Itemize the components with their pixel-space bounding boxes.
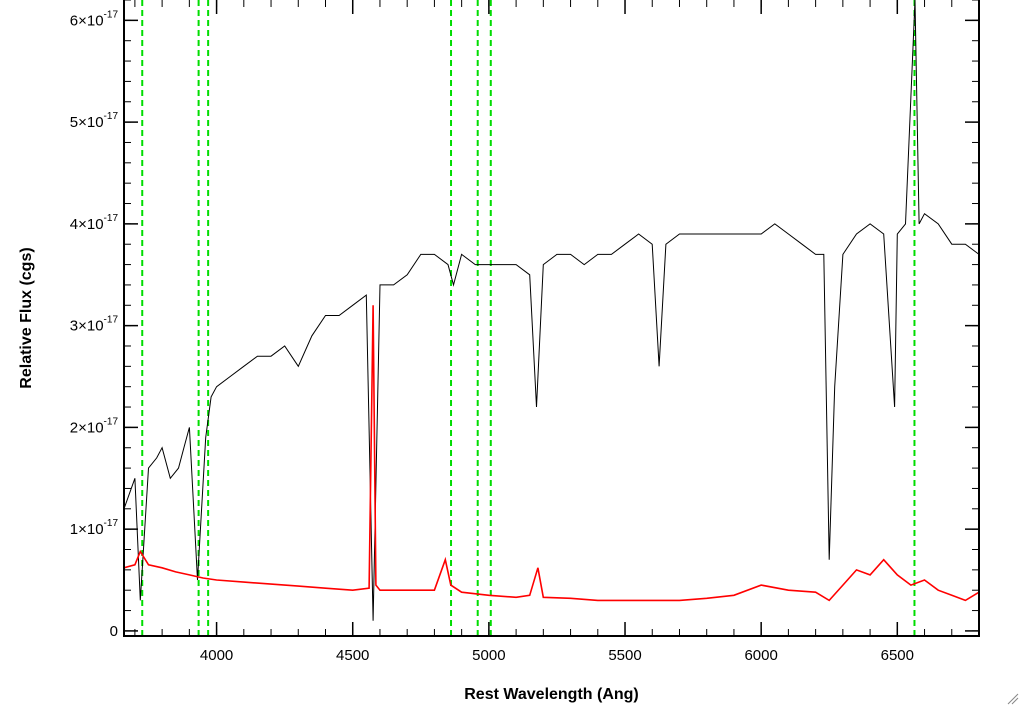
x-tick-label-0: 4000: [200, 647, 233, 664]
series-layer: [123, 0, 980, 621]
x-axis: 4000 4500 5000 5500 6000 6500: [134, 0, 980, 664]
series-line-0: [123, 0, 980, 621]
y-axis-label: Relative Flux (cgs): [18, 247, 35, 388]
y-tick-label-0: 0: [110, 623, 118, 640]
series-line-1: [123, 305, 980, 602]
y-tick-label-6: 6×10-17: [70, 9, 119, 29]
x-tick-label-4: 6000: [744, 647, 777, 664]
y-tick-label-4: 4×10-17: [70, 213, 119, 233]
y-tick-label-3: 3×10-17: [70, 315, 119, 335]
x-tick-label-1: 4500: [336, 647, 369, 664]
reference-lines: [141, 0, 916, 636]
y-axis: 0 1×10-17 2×10-17 3×10-17 4×10-17 5×10-17 6×10…: [70, 0, 979, 640]
y-tick-label-1: 1×10-17: [70, 518, 119, 538]
y-tick-label-5: 5×10-17: [70, 111, 119, 131]
x-tick-label-5: 6500: [881, 647, 914, 664]
x-tick-label-2: 5000: [472, 647, 505, 664]
plot-frame: [123, 0, 980, 637]
x-axis-label: Rest Wavelength (Ang): [464, 686, 639, 703]
y-tick-label-2: 2×10-17: [70, 416, 119, 436]
resize-grip-icon[interactable]: [1007, 693, 1019, 705]
x-tick-label-3: 5500: [608, 647, 641, 664]
